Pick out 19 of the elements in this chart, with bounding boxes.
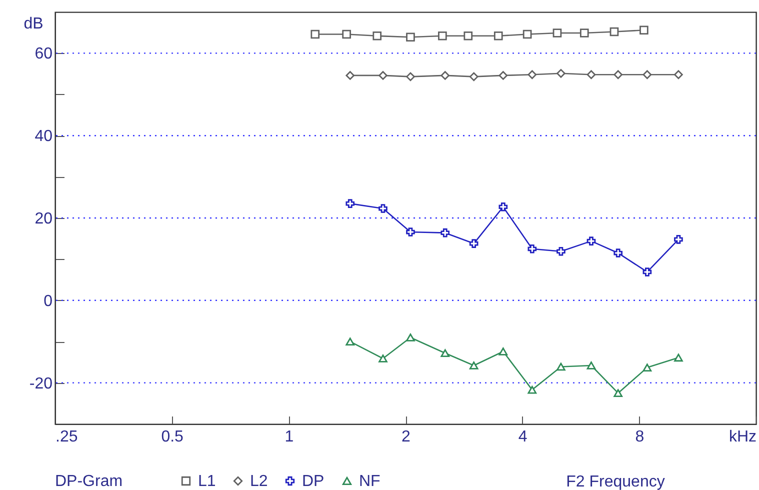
x-tick-label: 2 [402,428,411,446]
x-tick-label: 1 [284,428,294,446]
x-tick-label: kHz [728,428,756,446]
y-axis-title: dB [24,16,44,32]
legend-label: DP [302,473,324,490]
y-tick-label: 40 [34,128,53,146]
x-axis-title: F2 Frequency [566,474,665,490]
legend-title: DP-Gram [55,473,123,490]
y-tick-label: 60 [34,46,53,63]
y-tick-label: 20 [34,210,53,228]
legend-label: NF [359,473,381,490]
x-tick-label: 4 [518,428,528,446]
legend-label: L1 [198,473,216,490]
y-tick-label: -20 [29,375,53,392]
x-tick-label: 8 [635,428,644,446]
legend-label: L2 [250,473,268,490]
x-tick-label: 0.5 [161,428,184,446]
x-tick-label: .25 [56,428,78,446]
y-tick-label: 0 [44,292,53,310]
